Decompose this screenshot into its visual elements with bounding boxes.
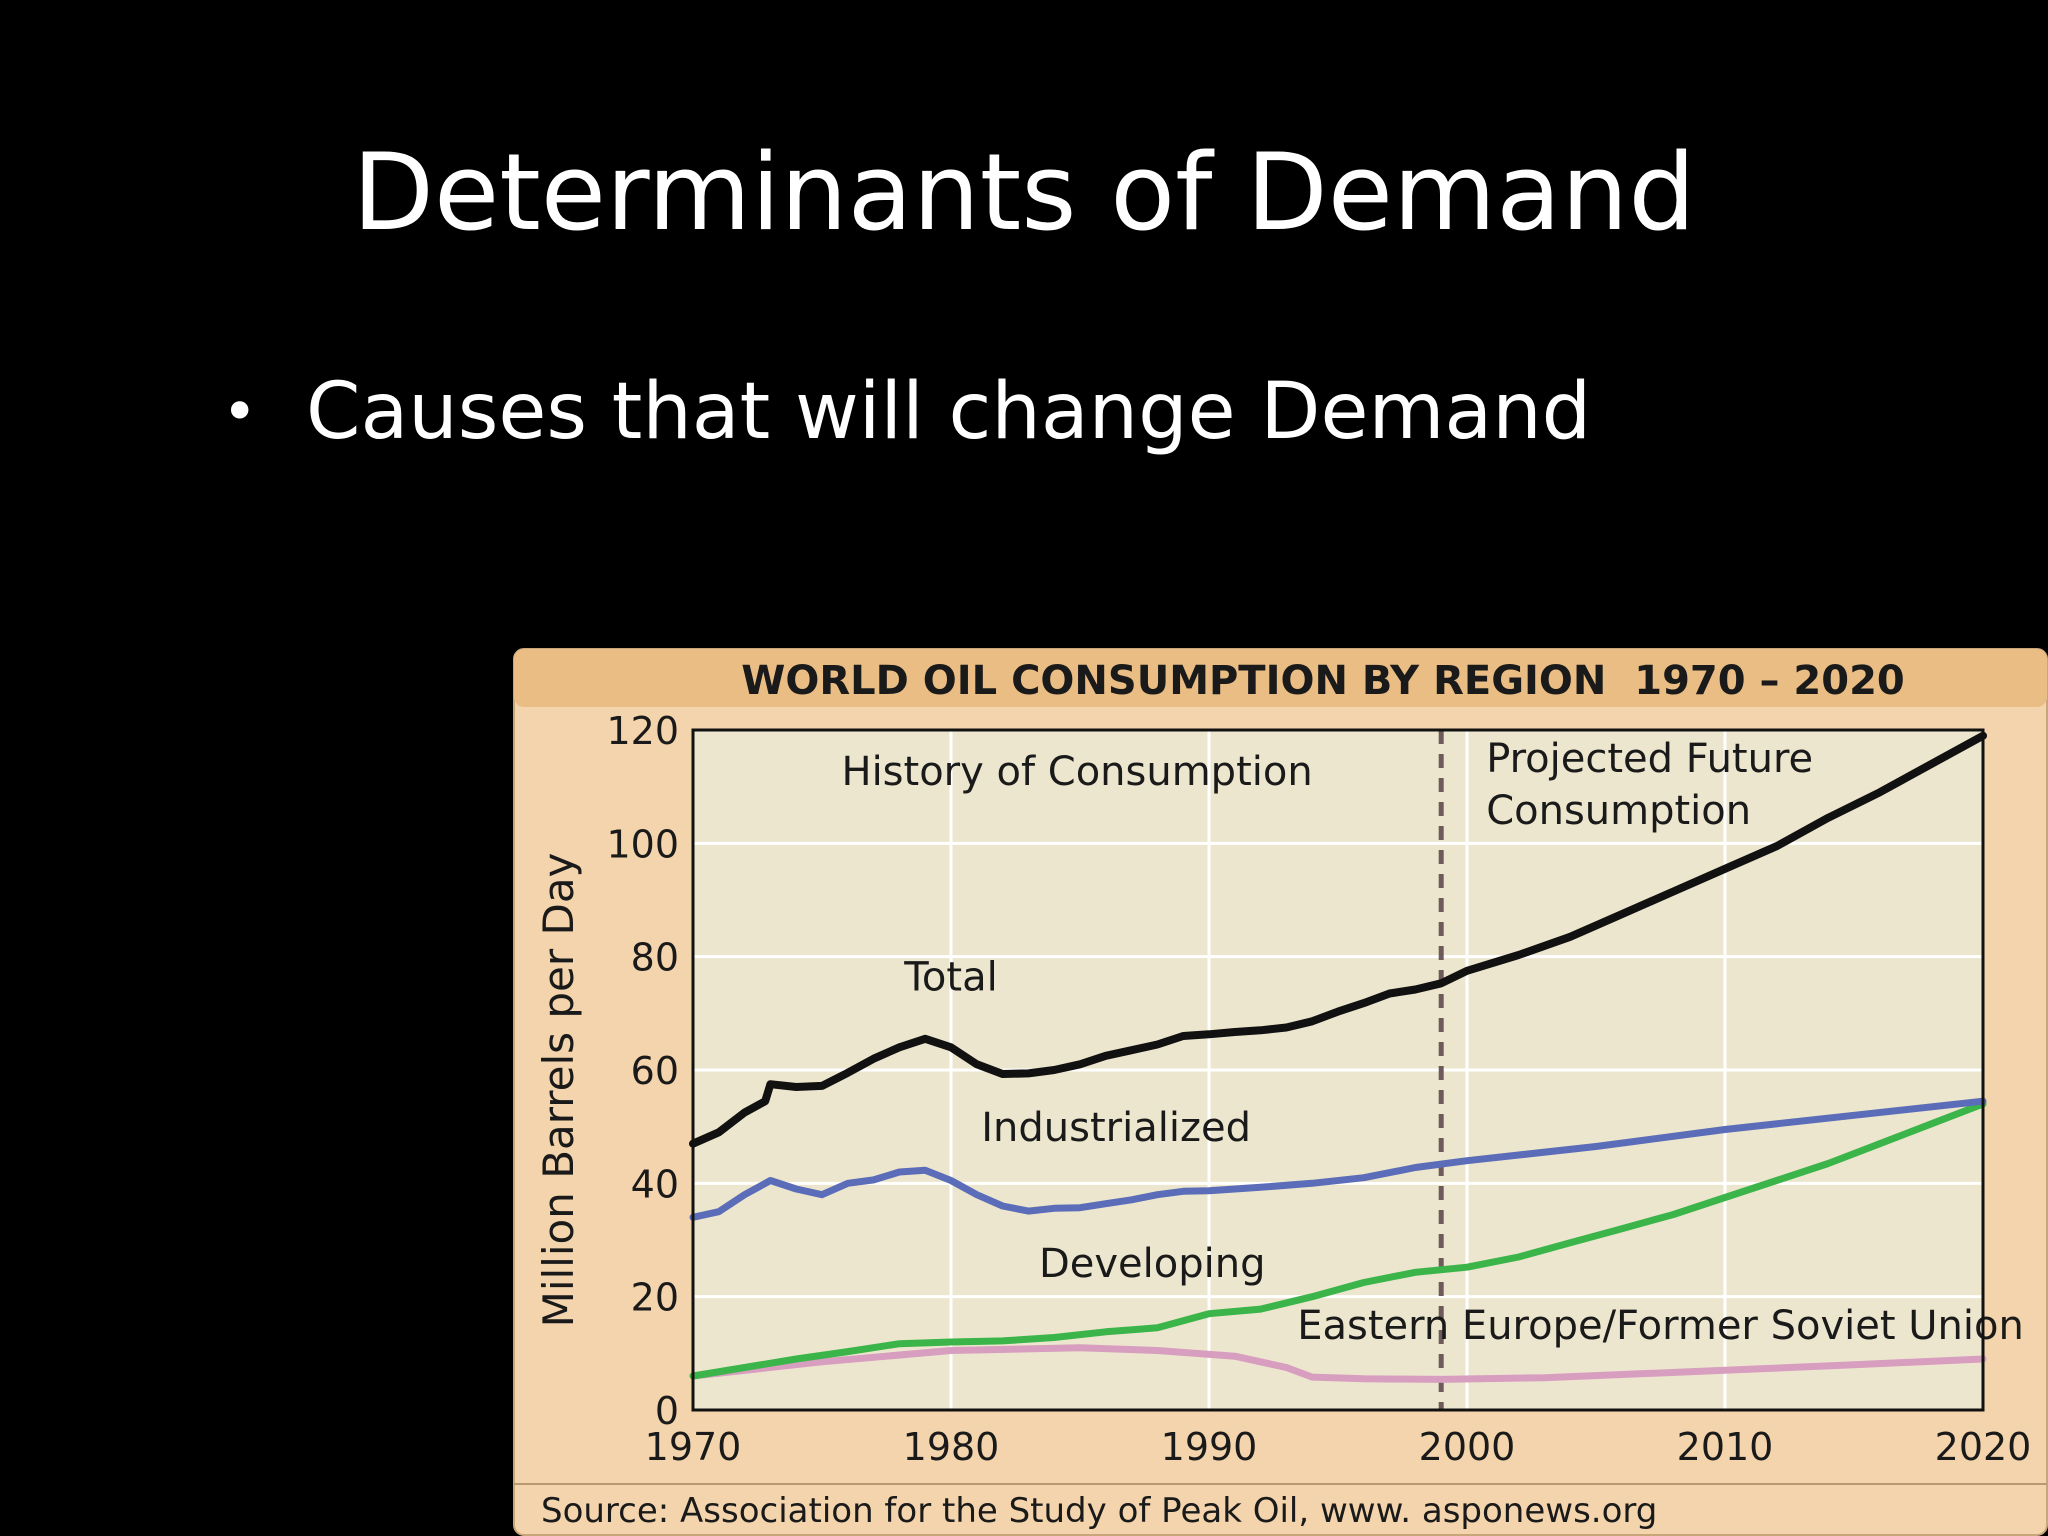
slide-title: Determinants of Demand (352, 131, 1696, 254)
series-label: Total (903, 955, 997, 1001)
x-tick-label: 1980 (903, 1425, 1000, 1469)
x-tick-label: 1990 (1161, 1425, 1258, 1469)
series-line-developing (689, 1100, 1987, 1380)
chart-svg: WORLD OIL CONSUMPTION BY REGION 1970 – 2… (513, 648, 2048, 1536)
x-tick-label: 2010 (1677, 1425, 1774, 1469)
projected-region-label-line2: Consumption (1486, 788, 1751, 834)
bullet-dot-icon: • (222, 377, 258, 447)
series-label: Eastern Europe/Former Soviet Union (1297, 1303, 2024, 1349)
bullet-text: Causes that will change Demand (306, 367, 1592, 457)
series-lines (689, 731, 1987, 1383)
y-tick-label: 100 (606, 822, 679, 866)
bullet-item: • Causes that will change Demand (222, 362, 1591, 462)
history-region-label: History of Consumption (841, 749, 1312, 795)
y-tick-label: 80 (631, 936, 679, 980)
series-line-total (689, 731, 1987, 1148)
x-tick-label: 2020 (1935, 1425, 2032, 1469)
y-tick-label: 40 (631, 1162, 679, 1206)
x-tick-label: 2000 (1419, 1425, 1516, 1469)
chart-title-band (514, 649, 2047, 707)
series-label: Industrialized (981, 1105, 1251, 1151)
y-tick-label: 120 (606, 709, 679, 753)
series-line-industrialized (689, 1097, 1987, 1221)
plot-border (691, 728, 1985, 1412)
axis-ticks: 0 20 40 60 80 100 120 1970 1980 1990 2000 2010 2020 (606, 709, 2031, 1469)
y-axis-label: Million Barrels per Day (534, 853, 583, 1328)
projected-region-label-line1: Projected Future (1486, 736, 1813, 782)
chart-title: WORLD OIL CONSUMPTION BY REGION 1970 – 2… (741, 658, 1905, 704)
y-tick-label: 20 (631, 1276, 679, 1320)
x-tick-label: 1970 (645, 1425, 742, 1469)
oil-consumption-chart: WORLD OIL CONSUMPTION BY REGION 1970 – 2… (513, 648, 2048, 1536)
y-tick-label: 0 (655, 1389, 679, 1433)
series-line-eastern-europe-former-soviet-union (689, 1344, 1987, 1383)
y-tick-label: 60 (631, 1049, 679, 1093)
series-label: Developing (1039, 1241, 1266, 1287)
chart-source: Source: Association for the Study of Pea… (541, 1491, 1657, 1531)
series-labels: Total Industrialized Developing Eastern Eur… (903, 955, 2024, 1350)
